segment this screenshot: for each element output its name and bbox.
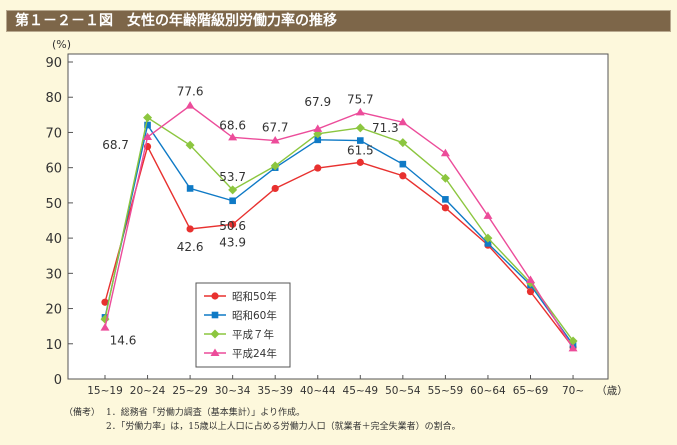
legend-label-3: 平成24年 xyxy=(232,347,277,360)
x-tick-label: 15~19 xyxy=(87,385,123,397)
legend-marker-2 xyxy=(210,329,220,339)
x-tick-label: 70~ xyxy=(562,385,584,397)
data-point-2-3 xyxy=(228,185,238,195)
data-point-3-9 xyxy=(483,211,493,219)
legend-label-1: 昭和60年 xyxy=(232,309,277,322)
data-label: 77.6 xyxy=(177,85,204,99)
legend-label-0: 昭和50年 xyxy=(232,290,277,303)
data-point-1-7 xyxy=(399,160,407,168)
data-point-2-4 xyxy=(270,161,280,171)
data-label: 53.7 xyxy=(219,170,246,184)
figure-title: 第１－２－１図 女性の年齢階級別労働力率の推移 xyxy=(6,10,671,32)
data-point-0-7 xyxy=(399,172,407,180)
y-axis-unit: (%) xyxy=(52,38,71,51)
data-label: 67.7 xyxy=(262,121,289,135)
data-point-2-8 xyxy=(440,173,450,183)
y-tick-label: 80 xyxy=(45,91,62,106)
data-point-3-0 xyxy=(100,323,110,331)
legend-marker-1 xyxy=(211,311,219,319)
data-point-0-4 xyxy=(271,184,279,193)
x-axis-unit: （歳） xyxy=(596,385,628,397)
y-tick-label: 10 xyxy=(45,338,62,353)
notes-label: （備考） xyxy=(64,408,101,418)
data-point-3-10 xyxy=(526,275,535,284)
x-tick-label: 45~49 xyxy=(343,385,379,397)
data-point-3-7 xyxy=(398,117,408,126)
data-label: 50.6 xyxy=(219,219,246,233)
series-line-2 xyxy=(104,116,574,342)
data-label: 43.9 xyxy=(219,235,246,249)
y-tick-label: 40 xyxy=(45,232,62,247)
y-tick-label: 60 xyxy=(45,162,62,177)
data-point-2-9 xyxy=(483,233,493,243)
legend-marker-0 xyxy=(211,292,219,300)
data-label: 67.9 xyxy=(304,95,331,109)
note-1: 1．総務省「労働力調査（基本集計）」より作成。 xyxy=(106,408,306,418)
legend-label-2: 平成７年 xyxy=(232,328,274,341)
data-label: 75.7 xyxy=(347,92,374,106)
data-point-0-8 xyxy=(441,204,449,212)
data-point-1-6 xyxy=(357,137,364,144)
data-point-3-8 xyxy=(440,148,450,157)
data-point-2-7 xyxy=(398,138,408,148)
data-label: 71.3 xyxy=(372,121,399,135)
x-tick-label: 60~64 xyxy=(470,385,506,397)
x-tick-label: 40~44 xyxy=(300,385,336,397)
data-point-3-5 xyxy=(313,124,323,132)
series-line-0 xyxy=(104,144,574,348)
data-point-1-5 xyxy=(314,136,322,144)
data-point-3-2 xyxy=(185,101,195,109)
note-2: 2．「労働力率」は，15歳以上人口に占める労働力人口（就業者＋完全失業者）の割合… xyxy=(106,422,461,432)
data-point-3-3 xyxy=(228,132,238,141)
data-point-2-2 xyxy=(185,140,195,150)
legend-marker-3 xyxy=(210,348,220,356)
data-point-0-2 xyxy=(186,225,194,233)
data-label: 42.6 xyxy=(177,240,204,254)
y-tick-label: 70 xyxy=(45,126,62,141)
x-tick-label: 30~34 xyxy=(215,385,251,397)
data-point-0-10 xyxy=(526,288,535,296)
plot-area xyxy=(67,53,609,380)
series-line-3 xyxy=(104,104,574,349)
y-tick-label: 90 xyxy=(45,56,62,71)
x-tick-label: 55~59 xyxy=(428,385,464,397)
y-tick-label: 0 xyxy=(54,373,62,388)
data-label: 61.5 xyxy=(347,143,374,157)
data-point-0-0 xyxy=(101,298,109,306)
data-point-1-2 xyxy=(186,185,194,192)
x-tick-label: 35~39 xyxy=(257,385,293,397)
y-tick-label: 30 xyxy=(45,267,62,282)
x-tick-label: 50~54 xyxy=(385,385,421,397)
data-point-1-9 xyxy=(484,240,492,247)
data-point-2-1 xyxy=(143,113,153,123)
data-point-2-11 xyxy=(568,336,578,346)
notes: （備考） 1．総務省「労働力調査（基本集計）」より作成。 2．「労働力率」は，15… xyxy=(64,406,461,434)
data-label: 68.6 xyxy=(219,118,246,132)
data-point-0-6 xyxy=(356,158,364,166)
data-label: 14.6 xyxy=(110,334,137,348)
data-point-1-3 xyxy=(229,197,236,205)
data-point-0-3 xyxy=(229,220,237,228)
series-line-1 xyxy=(104,123,574,346)
data-point-2-6 xyxy=(355,123,365,133)
data-point-0-5 xyxy=(314,164,322,172)
data-label: 68.7 xyxy=(102,138,129,152)
data-point-3-1 xyxy=(143,132,153,141)
data-point-3-6 xyxy=(355,107,365,116)
y-tick-label: 50 xyxy=(45,197,62,212)
x-tick-label: 20~24 xyxy=(130,385,166,397)
data-point-3-11 xyxy=(568,343,578,352)
data-point-1-1 xyxy=(144,121,151,129)
data-point-3-4 xyxy=(270,136,280,144)
x-tick-label: 25~29 xyxy=(172,385,208,397)
y-tick-label: 20 xyxy=(45,303,62,318)
data-point-1-8 xyxy=(442,196,449,203)
x-tick-label: 65~69 xyxy=(513,385,549,397)
